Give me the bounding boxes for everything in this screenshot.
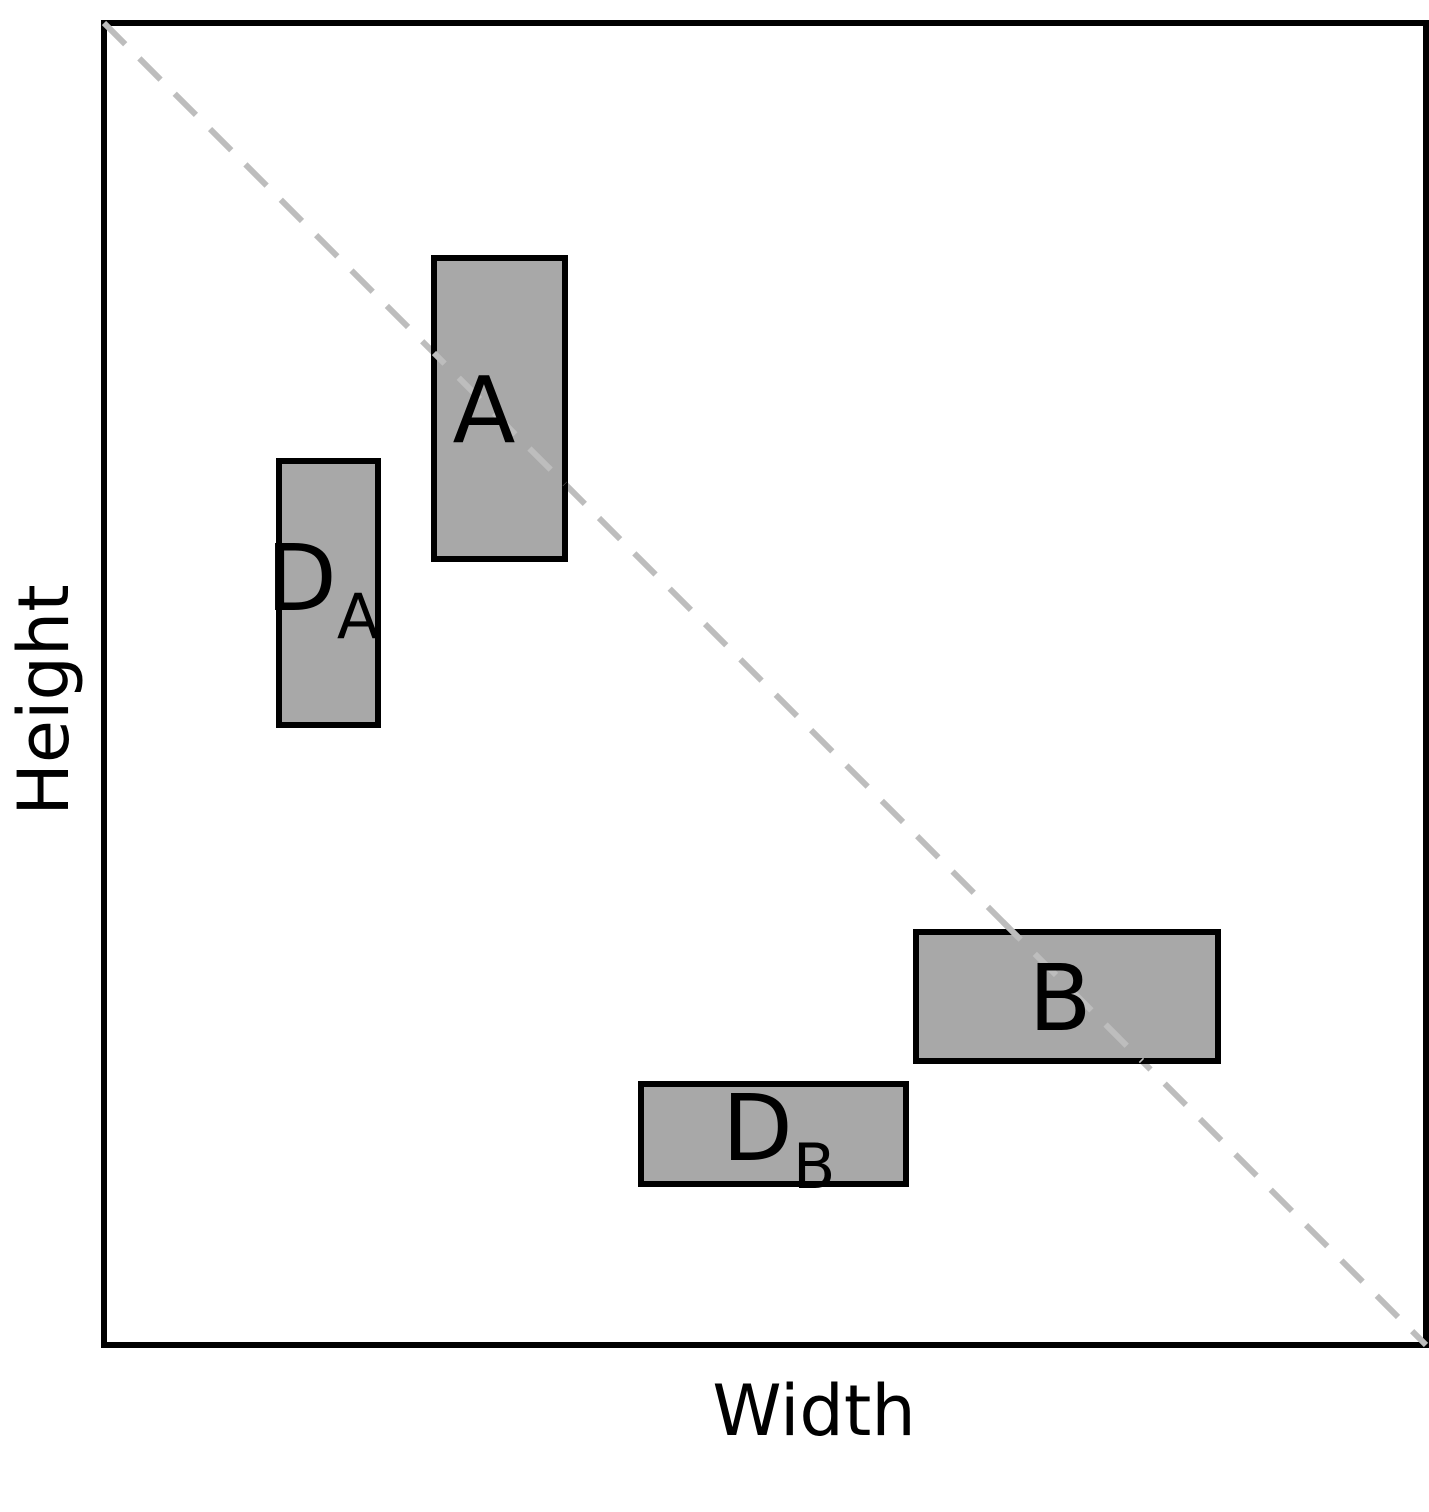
y-axis-label: Height [3,584,85,815]
box-db-letter: D [722,1075,793,1182]
box-a-label: A [453,357,516,464]
box-da-rect [276,458,381,728]
box-da-label: DA [266,525,379,653]
x-axis-label: Width [712,1370,915,1452]
box-db-label: DB [722,1075,835,1203]
box-da-letter: D [266,525,337,632]
diagonal-over-b [1000,919,1145,1064]
box-db-subscript: B [793,1130,836,1203]
box-db: DB [638,1075,909,1203]
box-b-rect [913,929,1221,1064]
diagonal-over-a [431,350,568,487]
box-db-rect [638,1081,909,1187]
box-a-rect [431,255,568,562]
box-da-subscript: A [337,580,379,653]
plot-frame [101,20,1429,1348]
diagonal-line [101,20,1429,1348]
box-a [431,255,568,562]
box-b-label: B [1028,945,1091,1052]
box-b [913,929,1221,1064]
box-da: DA [266,458,381,728]
